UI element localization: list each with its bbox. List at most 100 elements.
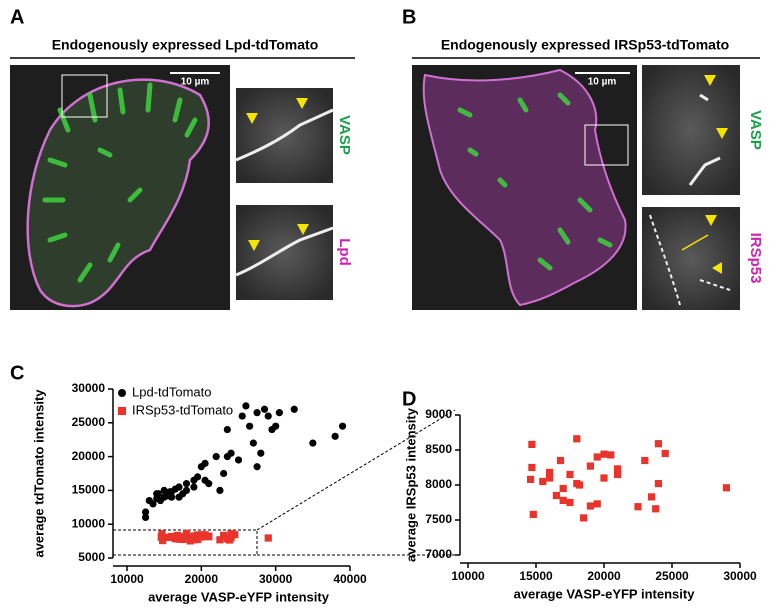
point bbox=[216, 536, 224, 544]
point bbox=[634, 503, 642, 511]
inset-label: VASP bbox=[336, 115, 353, 155]
point bbox=[309, 439, 317, 447]
panel-letter: B bbox=[402, 6, 416, 28]
point bbox=[552, 491, 560, 500]
panel-letter: A bbox=[10, 6, 24, 28]
legend-label: Lpd-tdTomato bbox=[132, 384, 212, 399]
legend-label: IRSp53-tdTomato bbox=[132, 402, 233, 417]
x-tick-label: 25000 bbox=[655, 569, 689, 583]
point bbox=[231, 531, 239, 539]
point bbox=[528, 463, 536, 472]
y-tick-label: 30000 bbox=[72, 381, 106, 395]
point bbox=[600, 450, 608, 458]
point bbox=[141, 508, 150, 516]
point bbox=[614, 470, 622, 479]
legend-marker bbox=[118, 407, 126, 415]
point bbox=[253, 409, 261, 417]
point bbox=[182, 486, 191, 494]
inset bbox=[235, 205, 334, 300]
point bbox=[586, 502, 594, 510]
point bbox=[227, 449, 235, 457]
point bbox=[559, 484, 567, 493]
point bbox=[586, 462, 594, 470]
point bbox=[190, 536, 198, 544]
point bbox=[201, 459, 209, 467]
point bbox=[164, 533, 172, 541]
y-tick-label: 9000 bbox=[425, 407, 452, 421]
y-tick-label: 8500 bbox=[425, 442, 452, 456]
point bbox=[227, 530, 235, 538]
y-tick-label: 5000 bbox=[78, 550, 105, 564]
point bbox=[331, 432, 339, 440]
point bbox=[272, 422, 280, 430]
inset-label: IRSp53 bbox=[747, 233, 764, 284]
point bbox=[253, 463, 261, 471]
point bbox=[168, 493, 176, 501]
point bbox=[216, 486, 224, 494]
point bbox=[528, 440, 536, 448]
point bbox=[190, 532, 198, 540]
point bbox=[220, 469, 228, 478]
point bbox=[194, 473, 202, 481]
point bbox=[546, 474, 554, 482]
scale-bar-label: 10 µm bbox=[588, 77, 617, 88]
point bbox=[141, 513, 150, 522]
y-tick-label: 7000 bbox=[425, 547, 452, 561]
point bbox=[238, 412, 246, 420]
point bbox=[607, 451, 615, 459]
point bbox=[539, 477, 547, 486]
point bbox=[246, 422, 254, 430]
point bbox=[290, 405, 298, 413]
point bbox=[160, 486, 168, 494]
point bbox=[526, 475, 535, 483]
point bbox=[338, 422, 347, 430]
panel-letter: C bbox=[10, 362, 24, 384]
point bbox=[175, 535, 183, 543]
point bbox=[546, 468, 554, 476]
point bbox=[149, 500, 157, 508]
inset bbox=[642, 207, 740, 310]
point bbox=[593, 500, 601, 508]
y-axis-label: average tdTomato intensity bbox=[31, 389, 46, 558]
panel-letter: D bbox=[402, 388, 416, 410]
point bbox=[168, 488, 176, 496]
point bbox=[182, 480, 191, 488]
point bbox=[190, 483, 198, 491]
y-tick-label: 20000 bbox=[72, 449, 106, 463]
point bbox=[614, 465, 622, 473]
point bbox=[168, 532, 176, 541]
y-tick-label: 25000 bbox=[72, 415, 106, 429]
legend-marker bbox=[118, 389, 126, 397]
point bbox=[194, 535, 202, 544]
point bbox=[175, 483, 183, 491]
point bbox=[260, 405, 269, 413]
panel-title: Endogenously expressed Lpd-tdTomato bbox=[52, 37, 319, 53]
x-tick-label: 10000 bbox=[451, 569, 485, 583]
point bbox=[197, 533, 205, 541]
point bbox=[242, 402, 250, 410]
point bbox=[264, 412, 272, 420]
inset bbox=[642, 65, 740, 195]
x-tick-label: 20000 bbox=[587, 569, 621, 583]
x-tick-label: 15000 bbox=[519, 569, 553, 583]
panel-title: Endogenously expressed IRSp53-tdTomato bbox=[441, 37, 729, 53]
micrograph: 10 µm bbox=[412, 65, 637, 310]
y-tick-label: 10000 bbox=[72, 516, 106, 530]
point bbox=[641, 456, 649, 465]
point bbox=[529, 510, 537, 518]
point bbox=[566, 470, 574, 479]
y-tick-label: 15000 bbox=[72, 483, 106, 497]
zoom-line bbox=[256, 409, 456, 531]
point bbox=[556, 456, 565, 465]
point bbox=[182, 529, 191, 537]
x-axis-label: average VASP-eYFP intensity bbox=[148, 589, 330, 604]
point bbox=[223, 425, 231, 434]
point bbox=[648, 493, 656, 501]
point bbox=[212, 453, 220, 461]
point bbox=[264, 534, 272, 542]
inset-label: VASP bbox=[747, 110, 764, 150]
point bbox=[573, 435, 581, 443]
point bbox=[722, 484, 730, 492]
y-tick-label: 8000 bbox=[425, 477, 452, 491]
point bbox=[153, 490, 161, 498]
